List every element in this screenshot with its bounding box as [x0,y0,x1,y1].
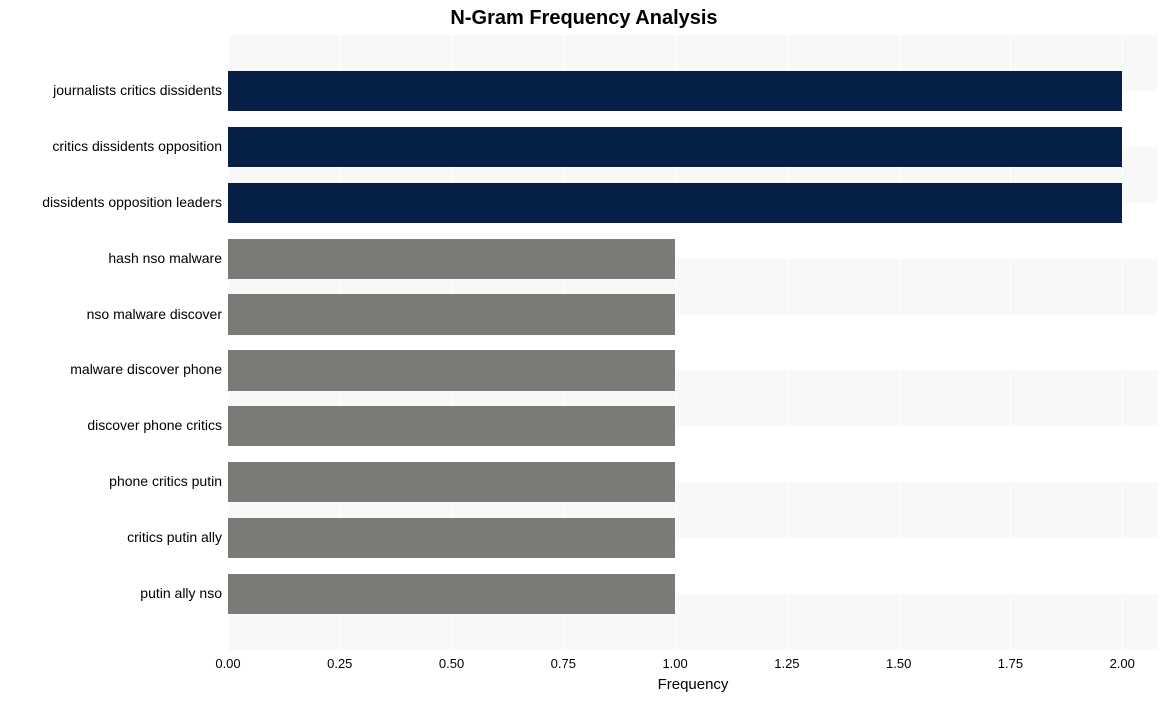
y-tick-label: critics putin ally [127,529,222,545]
x-tick-label: 0.25 [320,656,360,671]
x-tick-label: 2.00 [1102,656,1142,671]
bar [228,183,1122,223]
bar [228,406,675,446]
y-tick-label: malware discover phone [70,361,222,377]
ngram-frequency-chart: N-Gram Frequency Analysis journalists cr… [0,0,1168,701]
y-tick-label: phone critics putin [109,473,222,489]
bar [228,462,675,502]
plot-area [228,35,1158,650]
bar [228,294,675,334]
x-tick-label: 1.00 [655,656,695,671]
y-tick-label: discover phone critics [87,417,222,433]
x-axis-title: Frequency [228,676,1158,693]
x-tick-label: 0.00 [208,656,248,671]
bar [228,518,675,558]
y-tick-label: nso malware discover [87,306,222,322]
y-tick-label: hash nso malware [108,250,222,266]
y-tick-label: journalists critics dissidents [53,82,222,98]
x-tick-label: 1.25 [767,656,807,671]
y-tick-label: putin ally nso [140,585,222,601]
bar [228,127,1122,167]
gridline [1122,35,1123,650]
x-tick-label: 1.75 [990,656,1030,671]
y-tick-label: dissidents opposition leaders [42,194,222,210]
bar [228,574,675,614]
x-tick-label: 1.50 [879,656,919,671]
chart-title: N-Gram Frequency Analysis [0,7,1168,30]
bar [228,71,1122,111]
bar [228,239,675,279]
y-tick-label: critics dissidents opposition [52,138,222,154]
bar [228,350,675,390]
x-tick-label: 0.75 [543,656,583,671]
x-tick-label: 0.50 [432,656,472,671]
